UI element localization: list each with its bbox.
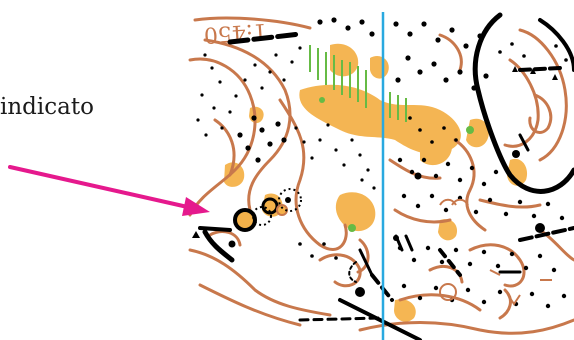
green-dots	[319, 97, 474, 232]
knolls	[233, 188, 457, 301]
triangle-symbols	[192, 66, 558, 238]
vegetation-patches	[224, 43, 528, 322]
map-area: 1:450	[8, 12, 574, 340]
boulders	[228, 150, 545, 297]
caption-text: indicato	[0, 94, 94, 120]
rock-dots	[196, 17, 568, 309]
pointer-arrow	[8, 165, 210, 216]
brown-symbols	[439, 198, 552, 306]
black-linework	[198, 12, 574, 340]
contour-lines	[188, 16, 574, 335]
green-hatching	[309, 45, 407, 122]
